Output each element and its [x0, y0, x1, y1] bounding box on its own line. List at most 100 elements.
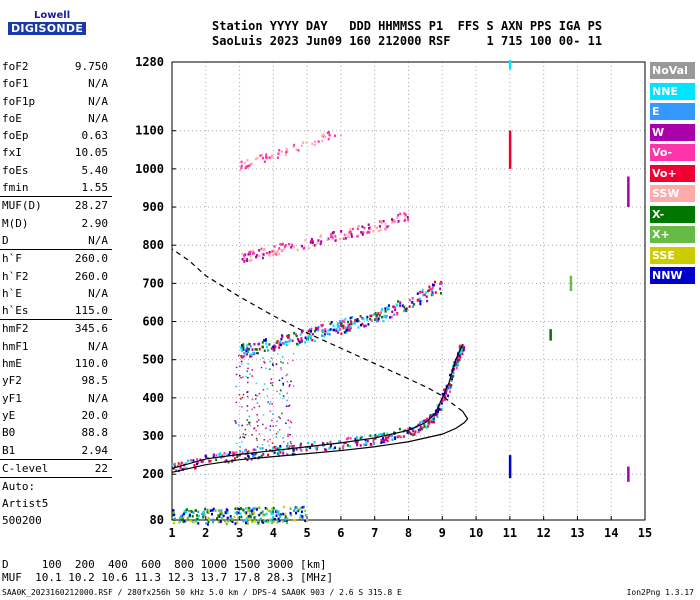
- echo-point-3hop: [244, 258, 247, 261]
- param-row: h`Es 115.0: [0, 302, 112, 319]
- echo-point-spread: [257, 419, 260, 421]
- echo-point-spread: [267, 440, 269, 443]
- echo-point-es-layer: [240, 507, 243, 510]
- x-tick-label: 13: [570, 526, 584, 540]
- y-tick-label: 500: [142, 353, 164, 367]
- param-value: 88.8: [81, 426, 109, 440]
- echo-point-es-layer: [226, 511, 229, 515]
- echo-point-spread: [248, 421, 251, 424]
- echo-point-2hop: [394, 308, 397, 312]
- echo-point-2hop: [339, 323, 342, 326]
- echo-point-f-trace: [433, 415, 436, 419]
- echo-point-f-trace: [345, 441, 348, 445]
- echo-point-f-trace: [440, 402, 443, 405]
- echo-point-spread: [268, 444, 270, 447]
- y-tick-label: 1280: [135, 55, 164, 69]
- echo-point-2hop: [242, 348, 245, 351]
- echo-point-3hop: [247, 253, 250, 256]
- echo-point-spread: [275, 363, 278, 365]
- echo-point-f-trace: [417, 428, 420, 432]
- echo-streak: [508, 455, 512, 479]
- echo-point-2hop: [327, 329, 330, 332]
- echo-point-2hop: [336, 324, 339, 328]
- echo-point-3hop: [296, 248, 299, 252]
- echo-point-2hop: [391, 310, 394, 313]
- param-row: yE 20.0: [0, 407, 112, 424]
- echo-point-2hop: [247, 347, 250, 351]
- param-value: N/A: [88, 77, 108, 91]
- footer-version: Ion2Png 1.3.17: [626, 588, 694, 597]
- echo-point-3hop: [387, 225, 390, 228]
- echo-point-es-layer: [217, 514, 220, 517]
- echo-point-spread: [270, 357, 273, 359]
- echo-point-es-layer: [206, 508, 209, 512]
- echo-point-f-trace: [443, 388, 446, 391]
- echo-point-2hop: [439, 287, 442, 291]
- echo-point-4hop: [240, 164, 243, 168]
- echo-point-es-layer: [197, 510, 200, 514]
- echo-point-3hop: [382, 219, 385, 223]
- echo-point-4hop: [285, 147, 288, 151]
- param-key: yE: [2, 408, 16, 422]
- echo-point-f-trace: [462, 344, 465, 347]
- echo-point-f-trace: [356, 442, 359, 445]
- echo-point-2hop: [254, 348, 257, 351]
- echo-point-f-trace: [184, 462, 187, 465]
- echo-point-3hop: [255, 255, 258, 259]
- echo-point-f-trace: [462, 345, 465, 349]
- param-key: h`F2: [2, 269, 29, 283]
- electron-density-profile: [171, 410, 469, 473]
- echo-point-es-layer: [269, 519, 272, 522]
- echo-point-4hop: [328, 133, 331, 137]
- echo-point-2hop: [261, 345, 264, 349]
- echo-point-es-layer: [270, 518, 273, 521]
- echo-point-2hop: [427, 289, 430, 293]
- echo-point-spread: [275, 432, 278, 435]
- echo-point-es-layer: [266, 507, 269, 511]
- echo-point-es-layer: [299, 515, 302, 519]
- echo-point-es-layer: [211, 509, 214, 512]
- echo-point-3hop: [265, 251, 268, 255]
- echo-point-2hop: [349, 320, 352, 323]
- echo-point-2hop: [384, 310, 387, 313]
- echo-point-spread: [256, 446, 259, 448]
- echo-point-3hop: [356, 235, 359, 238]
- echo-point-3hop: [350, 232, 353, 236]
- echo-point-spread: [290, 380, 292, 383]
- echo-point-spread: [271, 419, 273, 422]
- echo-point-spread: [246, 370, 249, 372]
- echo-point-es-layer: [181, 517, 184, 521]
- echo-point-f-trace: [436, 415, 439, 418]
- echo-point-2hop: [377, 317, 380, 321]
- echo-point-3hop: [331, 234, 334, 238]
- echo-point-2hop: [403, 305, 406, 309]
- echo-point-es-layer: [252, 511, 255, 514]
- echo-point-spread: [247, 362, 249, 365]
- echo-streak: [508, 130, 512, 169]
- echo-point-3hop: [279, 243, 282, 246]
- x-tick-label: 3: [236, 526, 243, 540]
- echo-point-f-trace: [282, 452, 285, 455]
- echo-point-2hop: [342, 326, 345, 330]
- x-tick-label: 14: [604, 526, 618, 540]
- echo-point-3hop: [313, 244, 316, 247]
- echo-point-spread: [261, 443, 264, 446]
- echo-point-spread: [271, 384, 274, 387]
- echo-point-spread: [240, 360, 243, 363]
- echo-point-spread: [286, 399, 288, 402]
- echo-point-2hop: [328, 333, 331, 336]
- echo-point-spread: [248, 423, 250, 426]
- echo-point-3hop: [368, 227, 371, 230]
- echo-point-f-trace: [398, 435, 401, 438]
- y-tick-label: 800: [142, 238, 164, 252]
- echo-point-3hop: [366, 231, 369, 234]
- echo-point-f-trace: [445, 388, 448, 391]
- echo-point-spread: [272, 413, 274, 415]
- echo-point-2hop: [431, 293, 434, 296]
- distance-row: D 100 200 400 600 800 1000 1500 3000 [km…: [2, 558, 327, 571]
- echo-point-f-trace: [179, 466, 182, 469]
- echo-point-2hop: [364, 324, 367, 328]
- echo-point-es-layer: [202, 511, 205, 515]
- echo-point-f-trace: [456, 358, 459, 362]
- param-value: 0.63: [81, 129, 109, 143]
